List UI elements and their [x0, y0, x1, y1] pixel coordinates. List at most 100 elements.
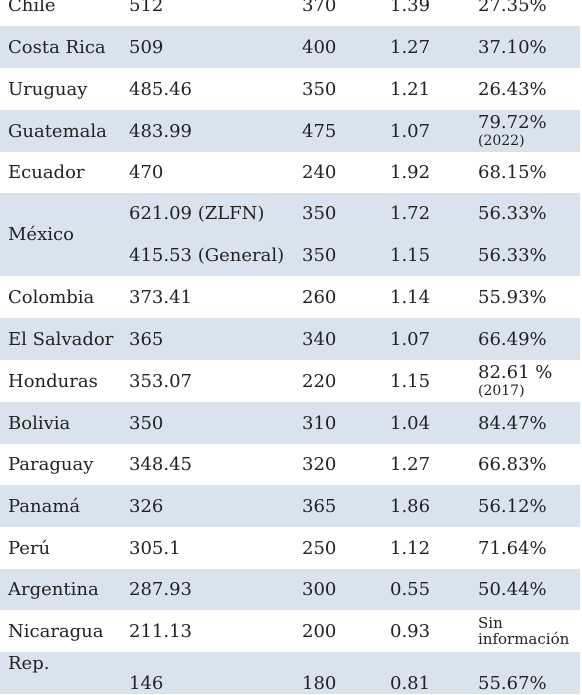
value-cell: 260	[302, 286, 337, 308]
value-cell: 373.41	[129, 286, 192, 308]
country-cell: Guatemala	[8, 120, 107, 142]
value-cell: 250	[302, 537, 337, 559]
table-row: El Salvador 365 340 1.07 66.49%	[0, 318, 580, 360]
percent-cell: 56.33%	[478, 203, 547, 224]
percent-cell: 56.33%	[478, 245, 547, 266]
percent-cell: 27.35%	[478, 0, 547, 16]
value-cell: 1.15	[390, 245, 431, 266]
value-cell: 1.27	[390, 36, 431, 58]
value-cell: 305.1	[129, 537, 181, 559]
value-cell: 483.99	[129, 120, 192, 142]
percent-value: 79.72%	[478, 112, 547, 133]
value-cell: 512	[129, 0, 164, 16]
value-cell: 146	[129, 673, 164, 694]
value-cell: 350	[302, 203, 337, 224]
value-cell: 348.45	[129, 454, 192, 475]
percent-cell: Sin información	[478, 610, 569, 652]
value-cell: 1.12	[390, 537, 431, 559]
value-cell: 1.86	[390, 495, 431, 517]
percent-cell: 56.12%	[478, 495, 547, 517]
year-note: (2017)	[478, 383, 525, 399]
table-row: Chile 512 370 1.39 27.35%	[0, 0, 580, 26]
percent-cell: 66.49%	[478, 328, 547, 350]
percent-value: 82.61 %	[478, 362, 553, 383]
value-cell: 509	[129, 36, 164, 58]
country-cell: El Salvador	[8, 328, 114, 350]
value-cell: 400	[302, 36, 337, 58]
value-cell: 240	[302, 162, 337, 183]
table-row: Ecuador 470 240 1.92 68.15%	[0, 152, 580, 193]
country-cell: Paraguay	[8, 454, 94, 475]
value-cell: 365	[302, 495, 337, 517]
value-cell: 350	[129, 412, 164, 434]
table-row: Panamá 326 365 1.86 56.12%	[0, 485, 580, 527]
value-cell: 485.46	[129, 78, 192, 100]
country-cell: Chile	[8, 0, 56, 16]
value-cell: 353.07	[129, 370, 192, 392]
value-cell: 475	[302, 120, 337, 142]
percent-cell: 26.43%	[478, 78, 547, 100]
value-cell: 1.04	[390, 412, 431, 434]
country-cell: México	[8, 224, 74, 245]
country-cell: Bolivia	[8, 412, 71, 434]
no-info-line1: Sin	[478, 614, 503, 632]
value-cell: 1.14	[390, 286, 431, 308]
table-row: Nicaragua 211.13 200 0.93 Sin informació…	[0, 610, 580, 652]
value-cell: 1.39	[390, 0, 431, 16]
value-cell: 0.93	[390, 620, 431, 642]
percent-cell: 50.44%	[478, 579, 547, 600]
country-cell: Panamá	[8, 495, 81, 517]
value-cell: 211.13	[129, 620, 192, 642]
percent-cell: 84.47%	[478, 412, 547, 434]
value-cell: 300	[302, 579, 337, 600]
country-cell: Ecuador	[8, 162, 85, 183]
sub-row: 415.53 (General) 350 1.15 56.33%	[0, 235, 580, 276]
percent-cell: 66.83%	[478, 454, 547, 475]
country-cell: Costa Rica	[8, 36, 106, 58]
value-cell: 1.15	[390, 370, 431, 392]
country-cell: Rep.	[8, 653, 50, 674]
percent-cell: 82.61 % (2017)	[478, 360, 552, 402]
percent-cell: 79.72% (2022)	[478, 110, 547, 152]
value-cell: 350	[302, 245, 337, 266]
table-row: Colombia 373.41 260 1.14 55.93%	[0, 276, 580, 318]
table-row: Guatemala 483.99 475 1.07 79.72% (2022)	[0, 110, 580, 152]
value-cell: 340	[302, 328, 337, 350]
value-cell: 1.07	[390, 328, 431, 350]
value-cell: 1.72	[390, 203, 431, 224]
percent-cell: 68.15%	[478, 162, 547, 183]
value-cell: 470	[129, 162, 164, 183]
no-info-line2: información	[478, 630, 570, 648]
country-cell: Honduras	[8, 370, 98, 392]
country-cell: Uruguay	[8, 78, 88, 100]
value-cell: 287.93	[129, 579, 192, 600]
table-row: Rep. 146 180 0.81 55.67%	[0, 652, 580, 694]
value-cell: 365	[129, 328, 164, 350]
percent-cell: 37.10%	[478, 36, 547, 58]
table-row: Uruguay 485.46 350 1.21 26.43%	[0, 68, 580, 110]
percent-cell: 55.93%	[478, 286, 547, 308]
value-cell: 0.55	[390, 579, 431, 600]
value-cell: 370	[302, 0, 337, 16]
value-cell: 326	[129, 495, 164, 517]
value-cell: 350	[302, 78, 337, 100]
value-cell: 220	[302, 370, 337, 392]
table-row: Costa Rica 509 400 1.27 37.10%	[0, 26, 580, 68]
table-row: Honduras 353.07 220 1.15 82.61 % (2017)	[0, 360, 580, 402]
value-cell: 1.92	[390, 162, 431, 183]
value-cell: 1.27	[390, 454, 431, 475]
country-cell: Perú	[8, 537, 51, 559]
value-cell: 1.21	[390, 78, 431, 100]
percent-cell: 71.64%	[478, 537, 547, 559]
sub-row: 621.09 (ZLFN) 350 1.72 56.33%	[0, 193, 580, 234]
percent-cell: 55.67%	[478, 673, 547, 694]
year-note: (2022)	[478, 133, 525, 149]
value-cell: 621.09 (ZLFN)	[129, 203, 265, 224]
value-cell: 415.53 (General)	[129, 245, 285, 266]
table-row: Argentina 287.93 300 0.55 50.44%	[0, 569, 580, 610]
table-row: Bolivia 350 310 1.04 84.47%	[0, 402, 580, 444]
value-cell: 320	[302, 454, 337, 475]
value-cell: 1.07	[390, 120, 431, 142]
country-cell: Argentina	[8, 579, 99, 600]
